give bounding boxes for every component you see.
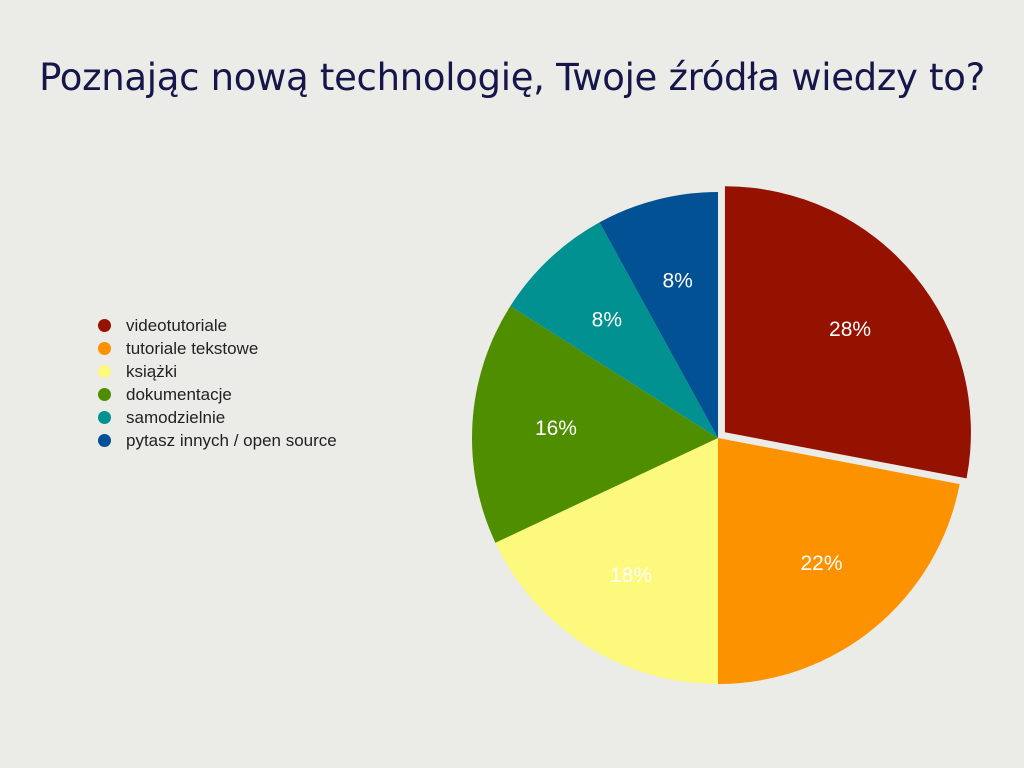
legend-swatch-icon [98, 388, 111, 401]
pie-slice [510, 222, 718, 438]
pie-slice [718, 438, 960, 684]
legend-item: dokumentacje [98, 383, 337, 406]
legend-label: videotutoriale [126, 315, 228, 335]
legend-swatch-icon [98, 319, 111, 332]
legend-label: dokumentacje [126, 384, 232, 404]
legend-label: samodzielnie [126, 407, 226, 427]
slice-label: 28% [829, 318, 871, 341]
legend-item: videotutoriale [98, 314, 337, 337]
slice-label: 18% [610, 564, 652, 587]
pie-slice [599, 192, 718, 438]
legend-item: pytasz innych / open source [98, 429, 337, 452]
legend-item: samodzielnie [98, 406, 337, 429]
pie-slice [471, 306, 718, 543]
slice-label: 16% [535, 417, 577, 440]
slice-label: 22% [800, 552, 842, 575]
legend-swatch-icon [98, 342, 111, 355]
legend-swatch-icon [98, 365, 111, 378]
legend-item: książki [98, 360, 337, 383]
chart-title: Poznając nową technologię, Twoje źródła … [39, 56, 985, 99]
slice-label: 8% [592, 309, 622, 332]
legend-swatch-icon [98, 434, 111, 447]
pie-slice [495, 438, 718, 684]
legend-label: książki [126, 361, 178, 381]
slice-label: 8% [662, 270, 692, 293]
pie-slice [724, 186, 971, 479]
legend-swatch-icon [98, 411, 111, 424]
legend-item: tutoriale tekstowe [98, 337, 337, 360]
legend: videotutoriale tutoriale tekstowe książk… [98, 314, 337, 452]
legend-label: pytasz innych / open source [126, 430, 337, 450]
legend-label: tutoriale tekstowe [126, 338, 259, 358]
